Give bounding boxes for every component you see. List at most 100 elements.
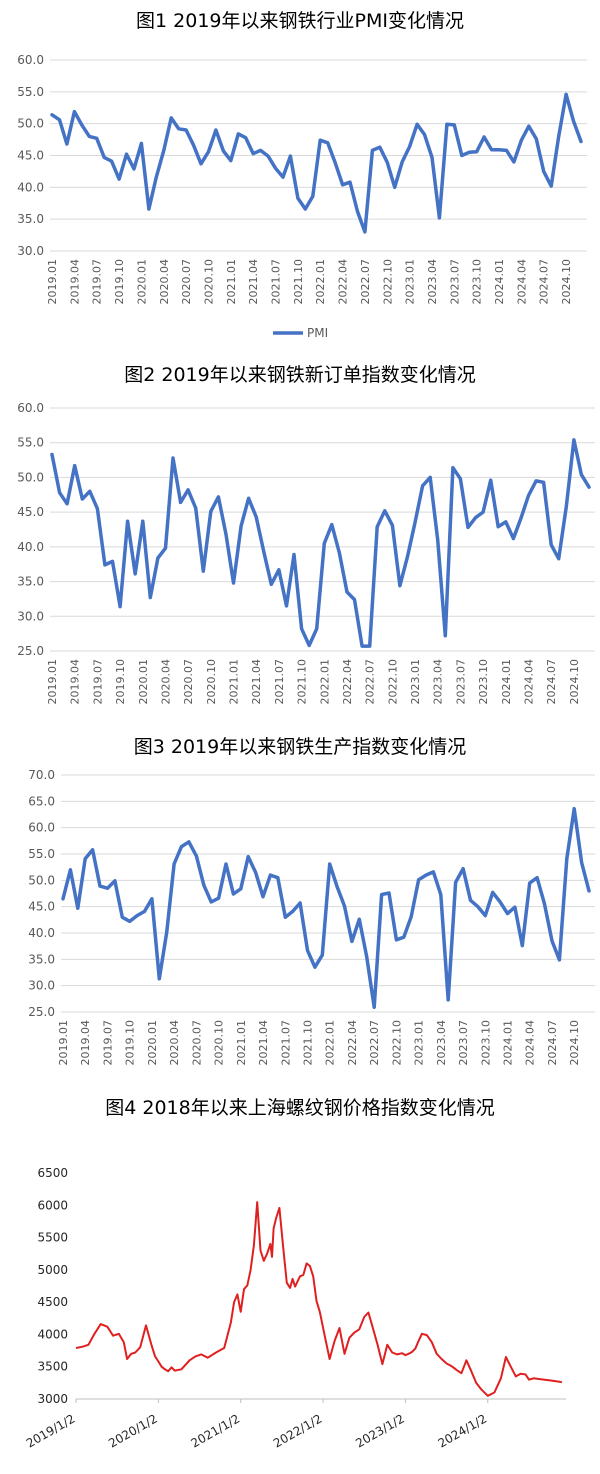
- data-point: [345, 590, 349, 594]
- y-tick-label: 45.0: [17, 149, 44, 163]
- data-point: [475, 150, 479, 154]
- x-tick-label: 2023.10: [479, 1020, 492, 1066]
- data-point: [491, 890, 495, 894]
- x-tick-label: 2022.07: [368, 1020, 381, 1066]
- data-point: [221, 149, 225, 153]
- data-point: [365, 955, 369, 959]
- x-tick-label: 2024.07: [538, 259, 551, 305]
- y-tick-label: 35.0: [17, 575, 44, 589]
- x-tick-label: 2020.01: [135, 259, 148, 305]
- data-point: [216, 495, 220, 499]
- data-point: [254, 515, 258, 519]
- y-tick-label: 55.0: [17, 436, 44, 450]
- data-point: [156, 556, 160, 560]
- x-tick-label: 2022.04: [346, 1020, 359, 1066]
- data-point: [356, 210, 359, 213]
- x-tick-label: 2020/1/2: [106, 1411, 160, 1450]
- y-tick-label: 50.0: [28, 873, 55, 887]
- data-point: [513, 905, 517, 909]
- data-point: [505, 148, 508, 152]
- data-point: [461, 867, 465, 871]
- data-point: [143, 909, 146, 913]
- y-tick-label: 65.0: [28, 794, 55, 808]
- data-point: [187, 840, 191, 844]
- data-point: [467, 150, 471, 154]
- data-point: [378, 145, 382, 149]
- x-tick-label: 2020.07: [190, 1020, 203, 1066]
- data-point: [65, 502, 69, 506]
- data-point: [133, 572, 137, 576]
- x-tick-label: 2023.01: [409, 659, 422, 705]
- data-point: [341, 183, 345, 187]
- data-point: [564, 92, 568, 96]
- y-tick-label: 6500: [37, 1166, 68, 1180]
- x-tick-label: 2019.01: [46, 659, 59, 705]
- data-point: [68, 868, 72, 872]
- data-point: [520, 944, 524, 948]
- x-tick-label: 2020.04: [168, 1020, 181, 1066]
- data-point: [557, 958, 561, 962]
- data-point: [179, 500, 183, 504]
- data-point: [135, 914, 139, 918]
- data-point: [430, 155, 434, 159]
- legend-label: PMI: [307, 326, 328, 340]
- data-point: [380, 893, 384, 897]
- data-point: [469, 898, 472, 902]
- x-tick-label: 2020.10: [213, 1020, 226, 1066]
- data-point: [110, 159, 114, 163]
- x-tick-label: 2021/1/2: [189, 1411, 243, 1450]
- x-tick-label: 2021.10: [301, 1020, 314, 1066]
- x-tick-label: 2024.07: [546, 1020, 559, 1066]
- data-point: [370, 148, 374, 152]
- x-tick-label: 2021.01: [225, 259, 238, 305]
- y-tick-label: 4000: [37, 1327, 68, 1341]
- data-point: [50, 113, 54, 117]
- x-tick-label: 2023.04: [426, 259, 439, 305]
- data-point: [298, 901, 302, 905]
- data-point: [326, 141, 330, 145]
- x-tick-label: 2019.10: [113, 259, 126, 305]
- y-tick-label: 60.0: [28, 821, 55, 835]
- x-tick-label: 2022.10: [386, 659, 399, 705]
- data-point: [141, 519, 145, 523]
- x-tick-label: 2022.10: [381, 259, 394, 305]
- x-tick-label: 2019.04: [69, 659, 82, 705]
- x-tick-label: 2023.07: [448, 259, 461, 305]
- data-point: [424, 873, 428, 877]
- data-point: [482, 135, 486, 139]
- data-point: [519, 516, 523, 520]
- data-point: [431, 870, 435, 874]
- y-tick-label: 35.0: [28, 952, 55, 966]
- data-point: [445, 122, 449, 126]
- x-tick-label: 2020.10: [202, 259, 215, 305]
- x-tick-label: 2021.07: [273, 659, 286, 705]
- data-point: [474, 516, 477, 520]
- data-point: [481, 510, 485, 514]
- data-point: [322, 541, 326, 545]
- data-point: [476, 905, 480, 909]
- x-tick-label: 2020.04: [158, 259, 171, 305]
- data-point: [147, 207, 151, 211]
- y-tick-label: 60.0: [17, 53, 44, 67]
- data-point: [489, 478, 493, 482]
- y-tick-label: 30.0: [28, 979, 55, 993]
- x-tick-label: 2024/1/2: [436, 1411, 490, 1450]
- data-point: [428, 475, 432, 479]
- data-point: [580, 860, 584, 864]
- data-point: [128, 919, 132, 923]
- data-point: [239, 887, 243, 891]
- data-point: [506, 912, 509, 915]
- data-point: [239, 524, 243, 528]
- x-tick-label: 2023.04: [432, 659, 445, 705]
- x-tick-label: 2019/1/2: [24, 1411, 78, 1450]
- data-point: [201, 569, 205, 573]
- data-point: [549, 543, 553, 547]
- data-point: [512, 160, 516, 164]
- x-tick-label: 2020.07: [182, 659, 195, 705]
- y-tick-label: 45.0: [17, 505, 44, 519]
- x-tick-label: 2019.04: [68, 259, 81, 305]
- x-tick-label: 2024.04: [522, 659, 535, 705]
- data-point: [437, 216, 441, 220]
- data-point: [383, 509, 387, 513]
- x-tick-label: 2022/1/2: [271, 1411, 325, 1450]
